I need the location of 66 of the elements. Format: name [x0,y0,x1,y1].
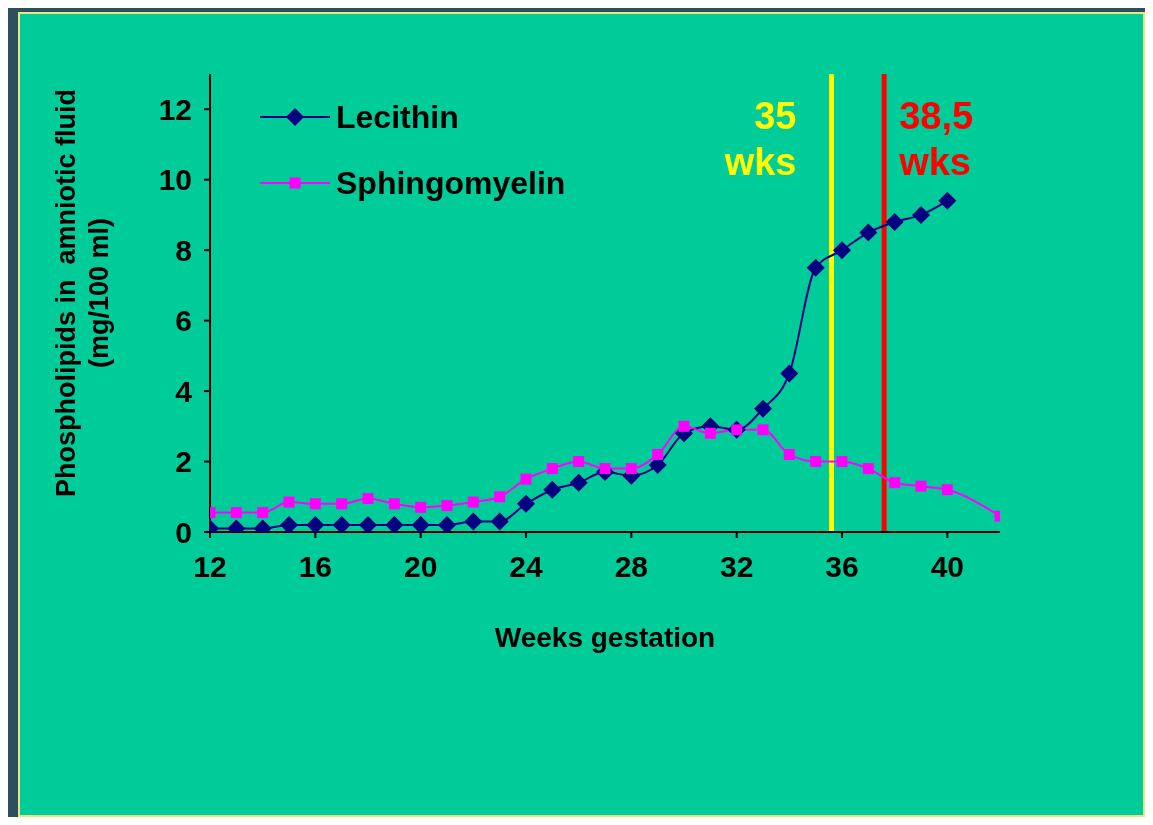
point [859,223,878,242]
point [810,456,822,468]
point [543,480,562,499]
point [517,494,535,513]
y-tick-label: 10 [158,163,192,197]
point [573,456,585,468]
point [915,480,927,492]
point [336,498,348,510]
y-tick-label: 8 [175,233,192,267]
point [678,420,690,432]
y-tick-label: 0 [175,515,192,549]
legend-label: Sphingomyelin [336,164,566,202]
y-tick-label: 2 [175,445,192,479]
point [280,515,298,532]
x-tick-label: 16 [298,550,333,584]
y-tick-label: 6 [175,304,192,338]
point [889,477,901,489]
point [912,205,930,224]
point [306,515,325,532]
y-axis-title: Phospholipids in amniotic fluid (mg/100 ml) [51,89,114,497]
point [257,507,269,519]
point [754,399,772,418]
point [885,212,904,231]
legend-label: Lecithin [336,98,459,136]
point [938,191,957,210]
point [862,463,874,475]
y-tick-label: 4 [175,374,193,408]
point [757,424,769,436]
point [806,258,825,277]
x-axis-title: Weeks gestation [494,622,716,653]
point [780,364,799,383]
point [520,473,532,485]
ref-line-label: 38,5 wks [898,95,974,183]
point [833,241,851,260]
point [438,515,456,532]
point [625,463,637,475]
point [415,501,427,513]
point [704,427,716,439]
point [332,515,351,532]
point [467,496,479,508]
point [464,512,483,531]
point [490,512,509,531]
point [494,491,506,503]
x-tick-label: 32 [719,550,754,584]
point [941,484,953,496]
point [362,493,374,505]
ref-line-label: 35 wks [723,95,797,183]
x-tick-label: 20 [403,550,438,584]
x-tick-label: 28 [614,550,649,584]
point [359,515,377,532]
point [783,448,795,460]
point [283,496,295,508]
point [652,448,664,460]
point [569,473,588,492]
point [309,498,321,510]
point [385,515,404,532]
x-tick-label: 36 [825,550,859,584]
point [546,463,558,475]
x-tick-label: 24 [509,550,543,584]
point [411,515,430,532]
point [388,498,400,510]
point [230,507,242,519]
x-tick-label: 40 [930,550,965,584]
y-tick-label: 12 [158,92,192,126]
point [836,456,848,468]
point [441,500,453,512]
